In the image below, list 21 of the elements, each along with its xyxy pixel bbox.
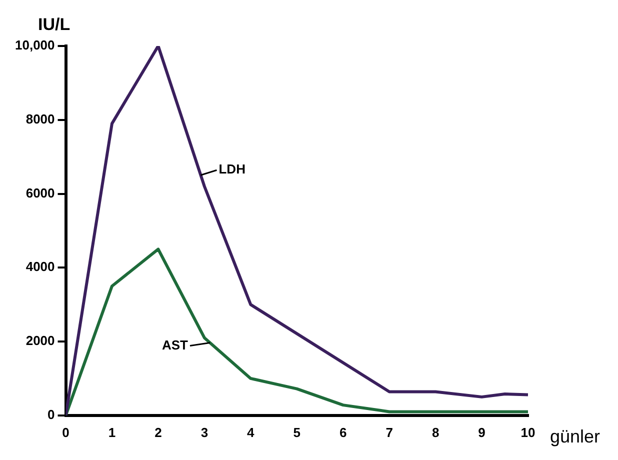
x-tick-label: 3 (200, 424, 208, 440)
y-tick-label: 8000 (26, 111, 55, 126)
series-label: AST (162, 337, 188, 352)
x-tick-label: 1 (108, 424, 116, 440)
x-tick-label: 4 (247, 424, 256, 440)
x-tick-label: 2 (154, 424, 162, 440)
x-tick-label: 5 (293, 424, 300, 440)
x-tick-label: 0 (62, 424, 70, 440)
x-tick-label: 7 (386, 424, 393, 440)
y-tick-label: 4000 (26, 259, 55, 274)
y-tick-label: 2000 (26, 333, 55, 348)
y-tick-label: 0 (48, 406, 55, 422)
x-axis-title: günler (550, 426, 600, 446)
x-tick-label: 9 (478, 424, 486, 440)
x-tick-label: 10 (520, 424, 536, 440)
series-label: LDH (218, 162, 246, 177)
x-tick-label: 8 (432, 424, 440, 440)
y-tick-label: 10,000 (14, 38, 55, 53)
y-tick-label: 6000 (26, 185, 55, 200)
x-tick-label: 6 (339, 424, 347, 440)
y-axis-title: IU/L (38, 15, 70, 34)
